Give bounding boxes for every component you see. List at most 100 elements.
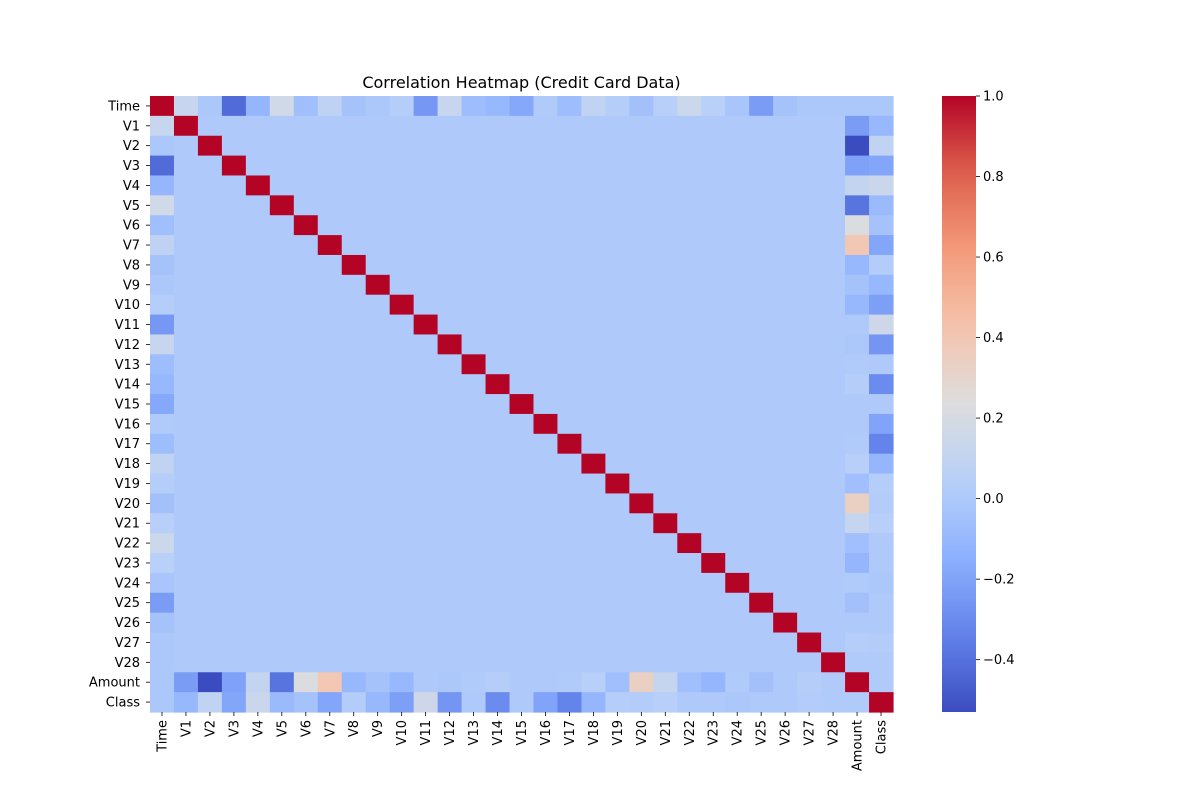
heatmap-cell-V19-V4 xyxy=(245,473,271,495)
heatmap-cell-V2-V26 xyxy=(773,135,798,157)
colorbar-tick-label-2: 0.0 xyxy=(983,492,1004,507)
heatmap-cell-V17-V11 xyxy=(413,433,439,455)
heatmap-cell-V11-V10 xyxy=(389,314,415,336)
heatmap-cell-V1-V15 xyxy=(509,115,535,137)
heatmap-cell-V27-V6 xyxy=(293,632,319,653)
heatmap-cell-V22-V1 xyxy=(173,533,199,554)
heatmap-cell-V24-V8 xyxy=(341,572,367,594)
heatmap-cell-V26-Class xyxy=(869,612,894,634)
heatmap-cell-V25-V25 xyxy=(749,592,774,614)
heatmap-cell-V4-V10 xyxy=(389,175,415,196)
heatmap-cell-V12-V5 xyxy=(269,334,295,355)
heatmap-cell-V25-V6 xyxy=(293,592,319,614)
heatmap-cell-V24-V11 xyxy=(413,572,439,594)
heatmap-cell-Time-V3 xyxy=(221,96,247,117)
heatmap-cell-V12-V8 xyxy=(341,334,367,355)
heatmap-cell-V28-V11 xyxy=(413,652,439,673)
x-tick-label-V28: V28 xyxy=(827,720,842,745)
heatmap-cell-V15-Amount xyxy=(845,394,870,415)
heatmap-cell-V23-V11 xyxy=(413,553,439,574)
heatmap-cell-V27-Class xyxy=(869,632,894,653)
heatmap-cell-V16-V10 xyxy=(389,413,415,435)
heatmap-cell-V16-V27 xyxy=(797,413,822,435)
heatmap-cell-Class-V15 xyxy=(509,692,535,713)
heatmap-cell-V5-V1 xyxy=(173,195,199,216)
heatmap-cell-V26-V7 xyxy=(317,612,343,634)
heatmap-cell-V5-V4 xyxy=(245,195,271,216)
heatmap-cell-V9-V26 xyxy=(773,274,798,296)
heatmap-cell-V4-Amount xyxy=(845,175,870,196)
heatmap-cell-Class-V22 xyxy=(677,692,702,713)
heatmap-cell-V12-Class xyxy=(869,334,894,355)
heatmap-cell-V22-V4 xyxy=(245,533,271,554)
heatmap-cell-V3-V20 xyxy=(629,155,654,177)
heatmap-cell-V16-Class xyxy=(869,413,894,435)
heatmap-cell-V1-Time xyxy=(150,115,175,137)
heatmap-cell-V15-V3 xyxy=(221,394,247,415)
heatmap-cell-Class-Time xyxy=(150,692,175,713)
heatmap-cell-V17-V27 xyxy=(797,433,822,455)
x-tick-label-V17: V17 xyxy=(563,720,578,745)
heatmap-cell-V14-V10 xyxy=(389,374,415,395)
heatmap-cell-V1-V25 xyxy=(749,115,774,137)
colorbar-tick-label-5: 0.6 xyxy=(983,251,1004,266)
heatmap-cell-V14-V28 xyxy=(821,374,846,395)
heatmap-cell-V23-Class xyxy=(869,553,894,574)
heatmap-cell-V21-V4 xyxy=(245,513,271,534)
heatmap-cell-V26-V3 xyxy=(221,612,247,634)
heatmap-cell-Amount-V8 xyxy=(341,672,367,693)
heatmap-cell-V1-V2 xyxy=(197,115,223,137)
x-tick-label-V13: V13 xyxy=(467,720,482,745)
heatmap-cell-V9-V27 xyxy=(797,274,822,296)
heatmap-cell-V4-V17 xyxy=(557,175,583,196)
heatmap-cell-V19-V22 xyxy=(677,473,702,495)
heatmap-cell-V4-V27 xyxy=(797,175,822,196)
heatmap-cell-V7-V12 xyxy=(437,235,463,256)
heatmap-cell-V7-V20 xyxy=(629,235,654,256)
heatmap-cell-V3-V23 xyxy=(701,155,726,177)
heatmap-cell-Time-V16 xyxy=(533,96,559,117)
heatmap-cell-V14-V25 xyxy=(749,374,774,395)
heatmap-cell-V3-V15 xyxy=(509,155,535,177)
heatmap-cell-V17-V7 xyxy=(317,433,343,455)
heatmap-cell-V7-V28 xyxy=(821,235,846,256)
heatmap-cell-V8-V27 xyxy=(797,254,822,276)
heatmap-cell-V19-V8 xyxy=(341,473,367,495)
heatmap-cell-V23-V19 xyxy=(605,553,630,574)
heatmap-cell-V10-Time xyxy=(150,294,175,316)
heatmap-cell-V9-V5 xyxy=(269,274,295,296)
heatmap-cell-V24-V16 xyxy=(533,572,559,594)
heatmap-cell-V10-V24 xyxy=(725,294,750,316)
heatmap-cell-Amount-V12 xyxy=(437,672,463,693)
heatmap-cell-V5-V20 xyxy=(629,195,654,216)
heatmap-cell-V10-V26 xyxy=(773,294,798,316)
heatmap-cell-V25-V17 xyxy=(557,592,583,614)
heatmap-cell-V23-V28 xyxy=(821,553,846,574)
heatmap-cell-V19-V12 xyxy=(437,473,463,495)
heatmap-cell-V1-V19 xyxy=(605,115,630,137)
heatmap-cell-V28-V23 xyxy=(701,652,726,673)
heatmap-cell-V17-V26 xyxy=(773,433,798,455)
heatmap-cell-V19-V1 xyxy=(173,473,199,495)
heatmap-cell-V24-V19 xyxy=(605,572,630,594)
heatmap-cell-V3-V3 xyxy=(221,155,247,177)
heatmap-cell-V2-V28 xyxy=(821,135,846,157)
heatmap-cell-V19-V9 xyxy=(365,473,391,495)
heatmap-cell-V16-V20 xyxy=(629,413,654,435)
heatmap-cell-V25-V12 xyxy=(437,592,463,614)
heatmap-cell-V5-V17 xyxy=(557,195,583,216)
heatmap-cell-V23-V16 xyxy=(533,553,559,574)
heatmap-cell-V19-V25 xyxy=(749,473,774,495)
colorbar-tick-label-0: −0.4 xyxy=(983,653,1015,668)
heatmap-cell-V12-V9 xyxy=(365,334,391,355)
x-tick-label-V21: V21 xyxy=(659,720,674,745)
y-tick-label-V8: V8 xyxy=(123,258,140,273)
heatmap-cell-Time-V12 xyxy=(437,96,463,117)
heatmap-cell-V28-V18 xyxy=(581,652,606,673)
heatmap-cell-V7-V4 xyxy=(245,235,271,256)
heatmap-cell-V12-V2 xyxy=(197,334,223,355)
heatmap-cell-V28-V7 xyxy=(317,652,343,673)
heatmap-cell-V5-V11 xyxy=(413,195,439,216)
heatmap-cell-V12-V18 xyxy=(581,334,606,355)
